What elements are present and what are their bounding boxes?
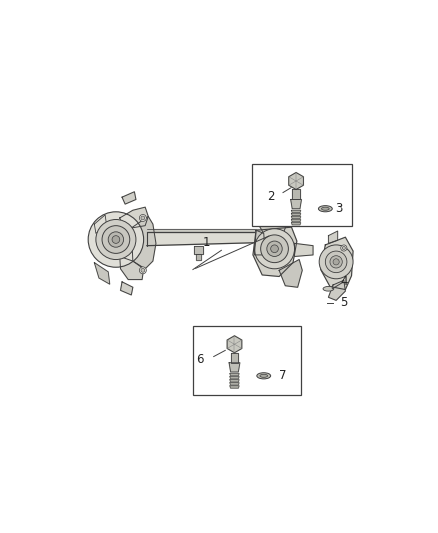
Circle shape — [325, 251, 347, 273]
Polygon shape — [291, 220, 301, 222]
Circle shape — [96, 220, 136, 260]
Ellipse shape — [318, 206, 332, 212]
Circle shape — [141, 216, 145, 220]
Polygon shape — [230, 374, 239, 376]
Circle shape — [342, 246, 346, 249]
Circle shape — [269, 206, 277, 214]
Polygon shape — [131, 216, 156, 269]
Bar — [252, 164, 352, 225]
Circle shape — [139, 267, 146, 274]
Polygon shape — [291, 199, 301, 209]
Text: 6: 6 — [196, 353, 204, 366]
Polygon shape — [291, 213, 301, 216]
Ellipse shape — [323, 287, 334, 291]
Circle shape — [108, 232, 124, 247]
Circle shape — [261, 235, 288, 263]
Polygon shape — [120, 256, 144, 280]
Circle shape — [330, 256, 342, 268]
Polygon shape — [196, 254, 201, 260]
Polygon shape — [94, 215, 107, 233]
Ellipse shape — [260, 374, 268, 377]
Polygon shape — [279, 260, 302, 287]
Polygon shape — [328, 280, 346, 301]
Polygon shape — [230, 386, 239, 388]
Text: 7: 7 — [279, 369, 287, 382]
Text: 2: 2 — [267, 190, 275, 203]
Circle shape — [254, 229, 294, 269]
Polygon shape — [265, 199, 281, 213]
Polygon shape — [289, 173, 304, 189]
Polygon shape — [253, 227, 297, 277]
Ellipse shape — [321, 207, 329, 210]
Text: 4: 4 — [340, 274, 348, 288]
Text: 3: 3 — [335, 202, 342, 215]
Circle shape — [112, 236, 120, 244]
Polygon shape — [147, 232, 260, 246]
Polygon shape — [230, 377, 239, 379]
Polygon shape — [294, 244, 313, 256]
Ellipse shape — [257, 373, 271, 379]
Polygon shape — [254, 230, 265, 255]
Circle shape — [271, 245, 279, 253]
Circle shape — [88, 212, 144, 267]
Polygon shape — [230, 379, 239, 382]
Text: 5: 5 — [340, 296, 347, 309]
Circle shape — [341, 245, 347, 251]
Polygon shape — [292, 189, 300, 199]
Polygon shape — [291, 216, 301, 219]
Text: 1: 1 — [202, 236, 210, 249]
Circle shape — [139, 214, 146, 221]
Circle shape — [267, 241, 282, 256]
Polygon shape — [120, 282, 133, 295]
Polygon shape — [147, 229, 260, 232]
Circle shape — [102, 225, 130, 253]
Polygon shape — [328, 231, 338, 244]
Circle shape — [319, 245, 353, 279]
Polygon shape — [122, 192, 136, 204]
Polygon shape — [291, 223, 301, 225]
Polygon shape — [231, 353, 238, 363]
Polygon shape — [120, 207, 148, 228]
Circle shape — [141, 269, 145, 272]
Polygon shape — [227, 336, 242, 353]
Polygon shape — [194, 246, 203, 254]
Polygon shape — [230, 383, 239, 385]
Polygon shape — [94, 263, 110, 284]
Bar — [193, 326, 301, 395]
Circle shape — [333, 259, 339, 265]
Polygon shape — [321, 237, 353, 289]
Polygon shape — [259, 212, 287, 233]
Polygon shape — [229, 363, 240, 372]
Polygon shape — [291, 210, 301, 213]
